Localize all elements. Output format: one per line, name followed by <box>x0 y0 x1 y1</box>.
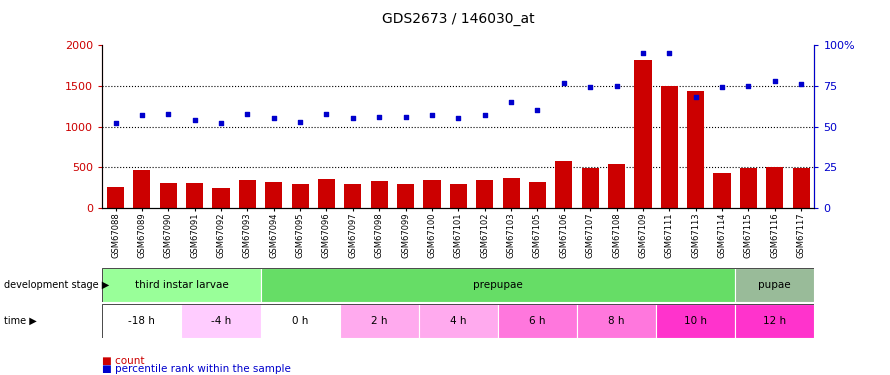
Text: pupae: pupae <box>758 280 791 290</box>
Point <box>557 80 571 86</box>
Bar <box>687 91 704 208</box>
Point <box>530 107 545 113</box>
Text: -4 h: -4 h <box>211 316 231 326</box>
Bar <box>735 268 814 302</box>
Text: -18 h: -18 h <box>128 316 156 326</box>
Point <box>583 84 597 90</box>
Bar <box>424 180 441 208</box>
Bar <box>476 180 493 208</box>
Bar <box>102 304 182 338</box>
Point <box>372 114 386 120</box>
Point <box>662 50 676 56</box>
Bar <box>261 304 340 338</box>
Bar <box>714 172 731 208</box>
Text: 10 h: 10 h <box>684 316 708 326</box>
Point <box>478 112 492 118</box>
Point <box>240 111 255 117</box>
Bar <box>186 183 203 208</box>
Point <box>451 116 465 122</box>
Point <box>794 81 808 87</box>
Bar <box>656 304 735 338</box>
Point <box>425 112 439 118</box>
Bar <box>793 168 810 208</box>
Point <box>188 117 202 123</box>
Point <box>689 94 703 100</box>
Text: 2 h: 2 h <box>371 316 387 326</box>
Point <box>214 120 228 126</box>
Text: GDS2673 / 146030_at: GDS2673 / 146030_at <box>382 12 535 26</box>
Text: time ▶: time ▶ <box>4 316 37 326</box>
Text: ■ count: ■ count <box>102 356 145 366</box>
Point <box>768 78 782 84</box>
Bar <box>239 180 256 208</box>
Bar <box>577 304 656 338</box>
Point <box>267 116 281 122</box>
Bar <box>635 60 651 208</box>
Point <box>320 111 334 117</box>
Text: development stage ▶: development stage ▶ <box>4 280 109 290</box>
Bar <box>340 304 419 338</box>
Bar <box>735 304 814 338</box>
Point <box>293 118 307 124</box>
Text: third instar larvae: third instar larvae <box>134 280 229 290</box>
Bar <box>608 164 625 208</box>
Bar <box>318 179 335 208</box>
Bar <box>102 268 261 302</box>
Point <box>161 111 175 117</box>
Bar <box>740 168 757 208</box>
Bar <box>419 304 498 338</box>
Bar <box>660 86 678 208</box>
Text: ■ percentile rank within the sample: ■ percentile rank within the sample <box>102 364 291 374</box>
Bar <box>213 188 230 208</box>
Text: prepupae: prepupae <box>473 280 522 290</box>
Text: 12 h: 12 h <box>764 316 787 326</box>
Point <box>504 99 518 105</box>
Bar <box>555 161 572 208</box>
Bar <box>182 304 261 338</box>
Bar <box>766 166 783 208</box>
Bar <box>261 268 735 302</box>
Bar <box>449 184 467 208</box>
Text: 0 h: 0 h <box>292 316 308 326</box>
Point <box>715 84 729 90</box>
Point <box>134 112 149 118</box>
Bar <box>134 170 150 208</box>
Bar <box>397 184 414 208</box>
Point <box>635 50 650 56</box>
Point <box>345 116 360 122</box>
Bar <box>582 168 599 208</box>
Bar <box>265 182 282 208</box>
Bar <box>107 188 124 208</box>
Bar <box>370 181 388 208</box>
Bar <box>498 304 577 338</box>
Text: 8 h: 8 h <box>609 316 625 326</box>
Text: 4 h: 4 h <box>450 316 466 326</box>
Bar <box>292 184 309 208</box>
Bar <box>159 183 177 208</box>
Bar <box>529 182 546 208</box>
Text: 6 h: 6 h <box>530 316 546 326</box>
Point <box>741 83 756 89</box>
Point <box>610 83 624 89</box>
Point <box>109 120 123 126</box>
Bar <box>503 178 520 208</box>
Bar <box>344 184 361 208</box>
Point <box>399 114 413 120</box>
